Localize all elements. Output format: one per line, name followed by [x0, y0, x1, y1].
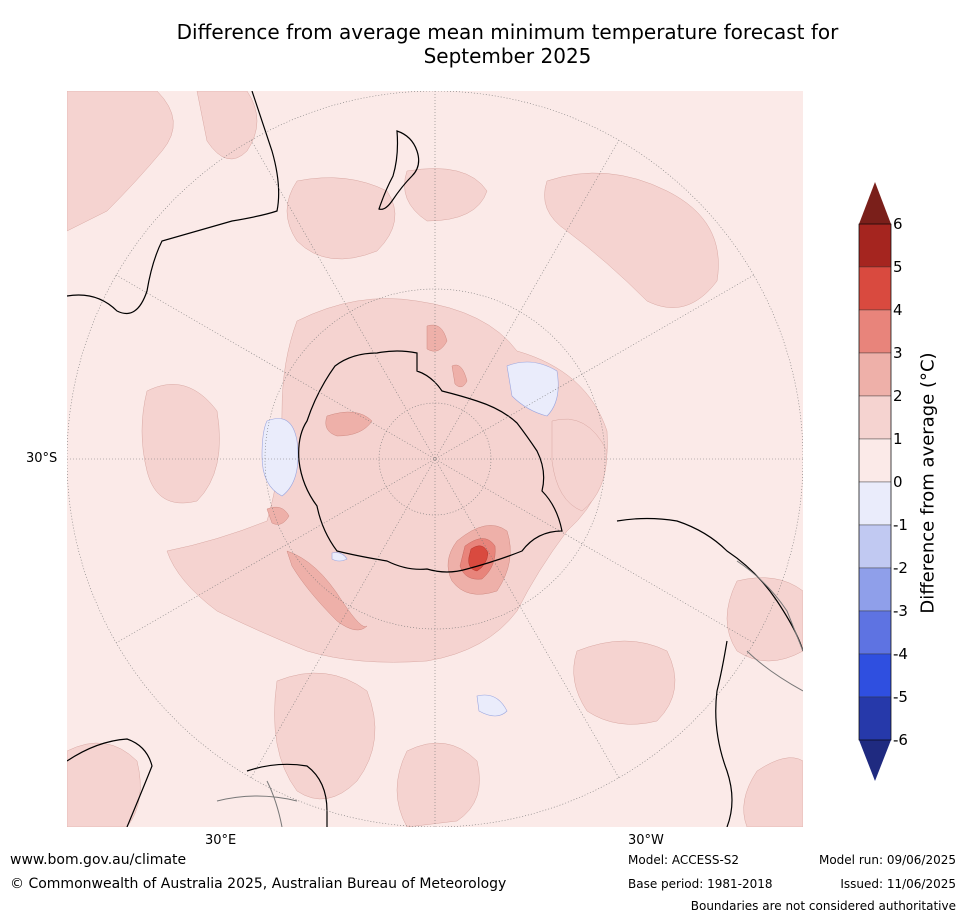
chart-title: Difference from average mean minimum tem… [60, 20, 955, 68]
south-america-borders [736, 560, 803, 692]
colorbar-tick-label: -6 [893, 731, 908, 749]
colorbar-frame [858, 223, 892, 741]
colorbar-tick-label: 1 [893, 430, 903, 448]
africa-outline [67, 738, 328, 827]
graticule [67, 91, 803, 827]
colorbar-tick-label: 4 [893, 301, 903, 319]
footer-copyright: © Commonwealth of Australia 2025, Austra… [10, 876, 507, 892]
new-zealand-outline [378, 130, 420, 210]
anomaly-negative-regions [261, 361, 559, 717]
latitude-label-30s: 30°S [26, 451, 58, 466]
colorbar-tick-label: -3 [893, 602, 908, 620]
colorbar-band [858, 567, 892, 612]
colorbar-tick-label: -5 [893, 688, 908, 706]
chart-title-line2: September 2025 [423, 44, 592, 68]
colorbar-over-triangle [859, 182, 891, 224]
colorbar-tick-label: 6 [893, 215, 903, 233]
colorbar-band [858, 610, 892, 655]
footer-issued: Issued: 11/06/2025 [840, 877, 956, 891]
polar-map[interactable] [67, 91, 803, 827]
longitude-label-30w: 30°W [628, 833, 664, 848]
antarctica-outline [298, 350, 563, 573]
colorbar-tick-label: -4 [893, 645, 908, 663]
map-canvas [67, 91, 803, 827]
colorbar-under-triangle [859, 740, 891, 781]
australia-outline [67, 91, 280, 315]
colorbar-band [858, 653, 892, 698]
colorbar-band [858, 481, 892, 526]
south-america-outline [616, 517, 803, 827]
chart-title-line1: Difference from average mean minimum tem… [176, 20, 839, 44]
colorbar-band [858, 524, 892, 569]
colorbar-band [858, 438, 892, 483]
colorbar-tick-label: -1 [893, 516, 908, 534]
footer-base-period: Base period: 1981-2018 [628, 877, 773, 891]
colorbar [858, 182, 892, 781]
colorbar-tick-label: 5 [893, 258, 903, 276]
footer-model-run: Model run: 09/06/2025 [818, 853, 956, 867]
colorbar-band [858, 309, 892, 354]
colorbar-tick-label: 3 [893, 344, 903, 362]
colorbar-band [858, 395, 892, 440]
colorbar-band [858, 266, 892, 311]
footer-model: Model: ACCESS-S2 [628, 853, 740, 867]
colorbar-tick-label: 2 [893, 387, 903, 405]
footer-website[interactable]: www.bom.gov.au/climate [10, 852, 187, 868]
longitude-label-30e: 30°E [205, 833, 237, 848]
africa-borders [216, 780, 298, 827]
colorbar-tick-label: -2 [893, 559, 908, 577]
colorbar-band [858, 696, 892, 741]
colorbar-title: Difference from average (°C) [917, 352, 939, 614]
footer-disclaimer: Boundaries are not considered authoritat… [690, 899, 956, 913]
colorbar-tick-label: 0 [893, 473, 903, 491]
colorbar-band [858, 223, 892, 268]
colorbar-band [858, 352, 892, 397]
